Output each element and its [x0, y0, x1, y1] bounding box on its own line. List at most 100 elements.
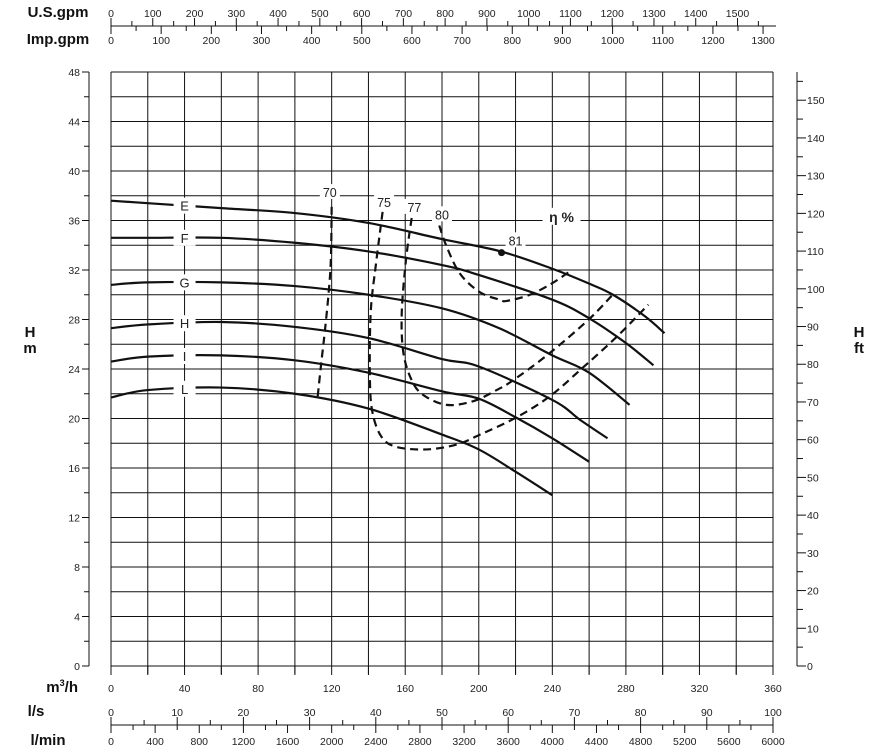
lmin-tick-label: 4800 — [629, 736, 653, 748]
right-axis-tick-label: 140 — [807, 133, 825, 145]
lmin-axis-name: l/min — [30, 732, 65, 749]
ls-tick-label: 70 — [569, 707, 581, 719]
m3h-tick-label: 80 — [252, 683, 264, 695]
m3h-axis-name: m3/h — [46, 678, 78, 696]
left-axis-tick-label: 20 — [68, 414, 80, 426]
usgpm-tick-label: 1400 — [684, 8, 708, 20]
right-axis-tick-label: 50 — [807, 472, 819, 484]
usgpm-tick-label: 300 — [228, 8, 246, 20]
label-background — [432, 206, 452, 222]
m3h-tick-label: 40 — [179, 683, 191, 695]
lmin-tick-label: 6000 — [761, 736, 785, 748]
head-curve-label: E — [180, 199, 189, 214]
label-background — [542, 207, 581, 225]
left-axis-tick-label: 28 — [68, 315, 80, 327]
impgpm-tick-label: 1200 — [701, 35, 725, 47]
right-axis-tick-label: 100 — [807, 284, 825, 296]
impgpm-tick-label: 1300 — [751, 35, 775, 47]
m3h-unit-m: m — [46, 679, 59, 696]
m3h-tick-label: 320 — [691, 683, 709, 695]
efficiency-title: η % — [549, 209, 574, 225]
left-axis-tick-label: 12 — [68, 513, 80, 525]
head-curve-label: I — [183, 349, 187, 364]
label-background — [319, 184, 340, 200]
right-axis-tick-label: 130 — [807, 171, 825, 183]
label-background — [173, 197, 196, 214]
label-background — [404, 198, 425, 214]
usgpm-tick-label: 800 — [436, 8, 454, 20]
lmin-tick-label: 5600 — [717, 736, 741, 748]
usgpm-tick-label: 100 — [144, 8, 162, 20]
lmin-tick-label: 800 — [191, 736, 209, 748]
ls-tick-label: 50 — [436, 707, 448, 719]
usgpm-tick-label: 700 — [395, 8, 413, 20]
label-background — [173, 274, 196, 291]
grid — [110, 71, 774, 675]
right-axis-tick-label: 0 — [807, 661, 813, 673]
head-curve-L — [110, 386, 553, 497]
lmin-tick-label: 2800 — [408, 736, 432, 748]
usgpm-tick-label: 600 — [353, 8, 371, 20]
lmin-tick-label: 4400 — [585, 736, 609, 748]
usgpm-tick-label: 500 — [311, 8, 329, 20]
right-axis-tick-label: 120 — [807, 208, 825, 220]
lmin-tick-label: 5200 — [673, 736, 697, 748]
m3h-tick-label: 160 — [396, 683, 414, 695]
m3h-tick-label: 0 — [108, 683, 114, 695]
head-curve-F — [110, 236, 655, 367]
impgpm-tick-label: 200 — [203, 35, 221, 47]
left-axis-tick-label: 16 — [68, 463, 80, 475]
best-efficiency-label: 81 — [509, 234, 523, 248]
left-axis-tick-label: 4 — [74, 612, 80, 624]
ls-tick-label: 40 — [370, 707, 382, 719]
ls-tick-label: 100 — [764, 707, 782, 719]
impgpm-tick-label: 100 — [152, 35, 170, 47]
m3h-tick-label: 360 — [764, 683, 782, 695]
usgpm-tick-label: 1300 — [642, 8, 666, 20]
left-axis-name: H — [25, 324, 36, 341]
right-axis-name: H — [854, 324, 865, 341]
right-axis-tick-label: 90 — [807, 322, 819, 334]
right-axis-tick-label: 20 — [807, 586, 819, 598]
left-axis-tick-label: 40 — [68, 166, 80, 178]
left-axis-tick-label: 24 — [68, 364, 80, 376]
impgpm-tick-label: 900 — [554, 35, 572, 47]
head-curve-E — [110, 199, 666, 334]
right-axis-tick-label: 40 — [807, 510, 819, 522]
left-axis-tick-label: 8 — [74, 562, 80, 574]
lmin-tick-label: 4000 — [541, 736, 565, 748]
impgpm-tick-label: 500 — [353, 35, 371, 47]
lmin-tick-label: 3200 — [452, 736, 476, 748]
ls-tick-label: 80 — [635, 707, 647, 719]
right-axis-tick-label: 30 — [807, 548, 819, 560]
lmin-tick-label: 2000 — [320, 736, 344, 748]
ls-tick-label: 10 — [171, 707, 183, 719]
label-background — [173, 315, 196, 332]
head-curve-label: L — [181, 382, 188, 397]
usgpm-tick-label: 1500 — [726, 8, 750, 20]
usgpm-tick-label: 400 — [269, 8, 287, 20]
impgpm-tick-label: 800 — [504, 35, 522, 47]
head-curve-label: G — [179, 275, 189, 290]
head-curve-H — [110, 320, 609, 440]
efficiency-label: 75 — [377, 196, 391, 210]
right-axis-tick-label: 150 — [807, 95, 825, 107]
efficiency-label: 77 — [407, 201, 421, 215]
impgpm-tick-label: 600 — [403, 35, 421, 47]
m3h-unit-sup: 3 — [60, 678, 65, 688]
head-curve-I — [110, 354, 590, 463]
impgpm-tick-label: 700 — [453, 35, 471, 47]
right-axis-unit: ft — [854, 340, 864, 357]
lmin-tick-label: 400 — [146, 736, 164, 748]
efficiency-label: 80 — [435, 208, 449, 222]
usgpm-tick-label: 200 — [186, 8, 204, 20]
ls-tick-label: 0 — [108, 707, 114, 719]
efficiency-curve-77 — [400, 217, 616, 407]
ls-tick-label: 90 — [701, 707, 713, 719]
left-axis-unit: m — [23, 340, 36, 357]
lmin-tick-label: 3600 — [497, 736, 521, 748]
impgpm-tick-label: 300 — [253, 35, 271, 47]
impgpm-tick-label: 1100 — [651, 35, 674, 47]
best-efficiency-point — [498, 249, 506, 257]
